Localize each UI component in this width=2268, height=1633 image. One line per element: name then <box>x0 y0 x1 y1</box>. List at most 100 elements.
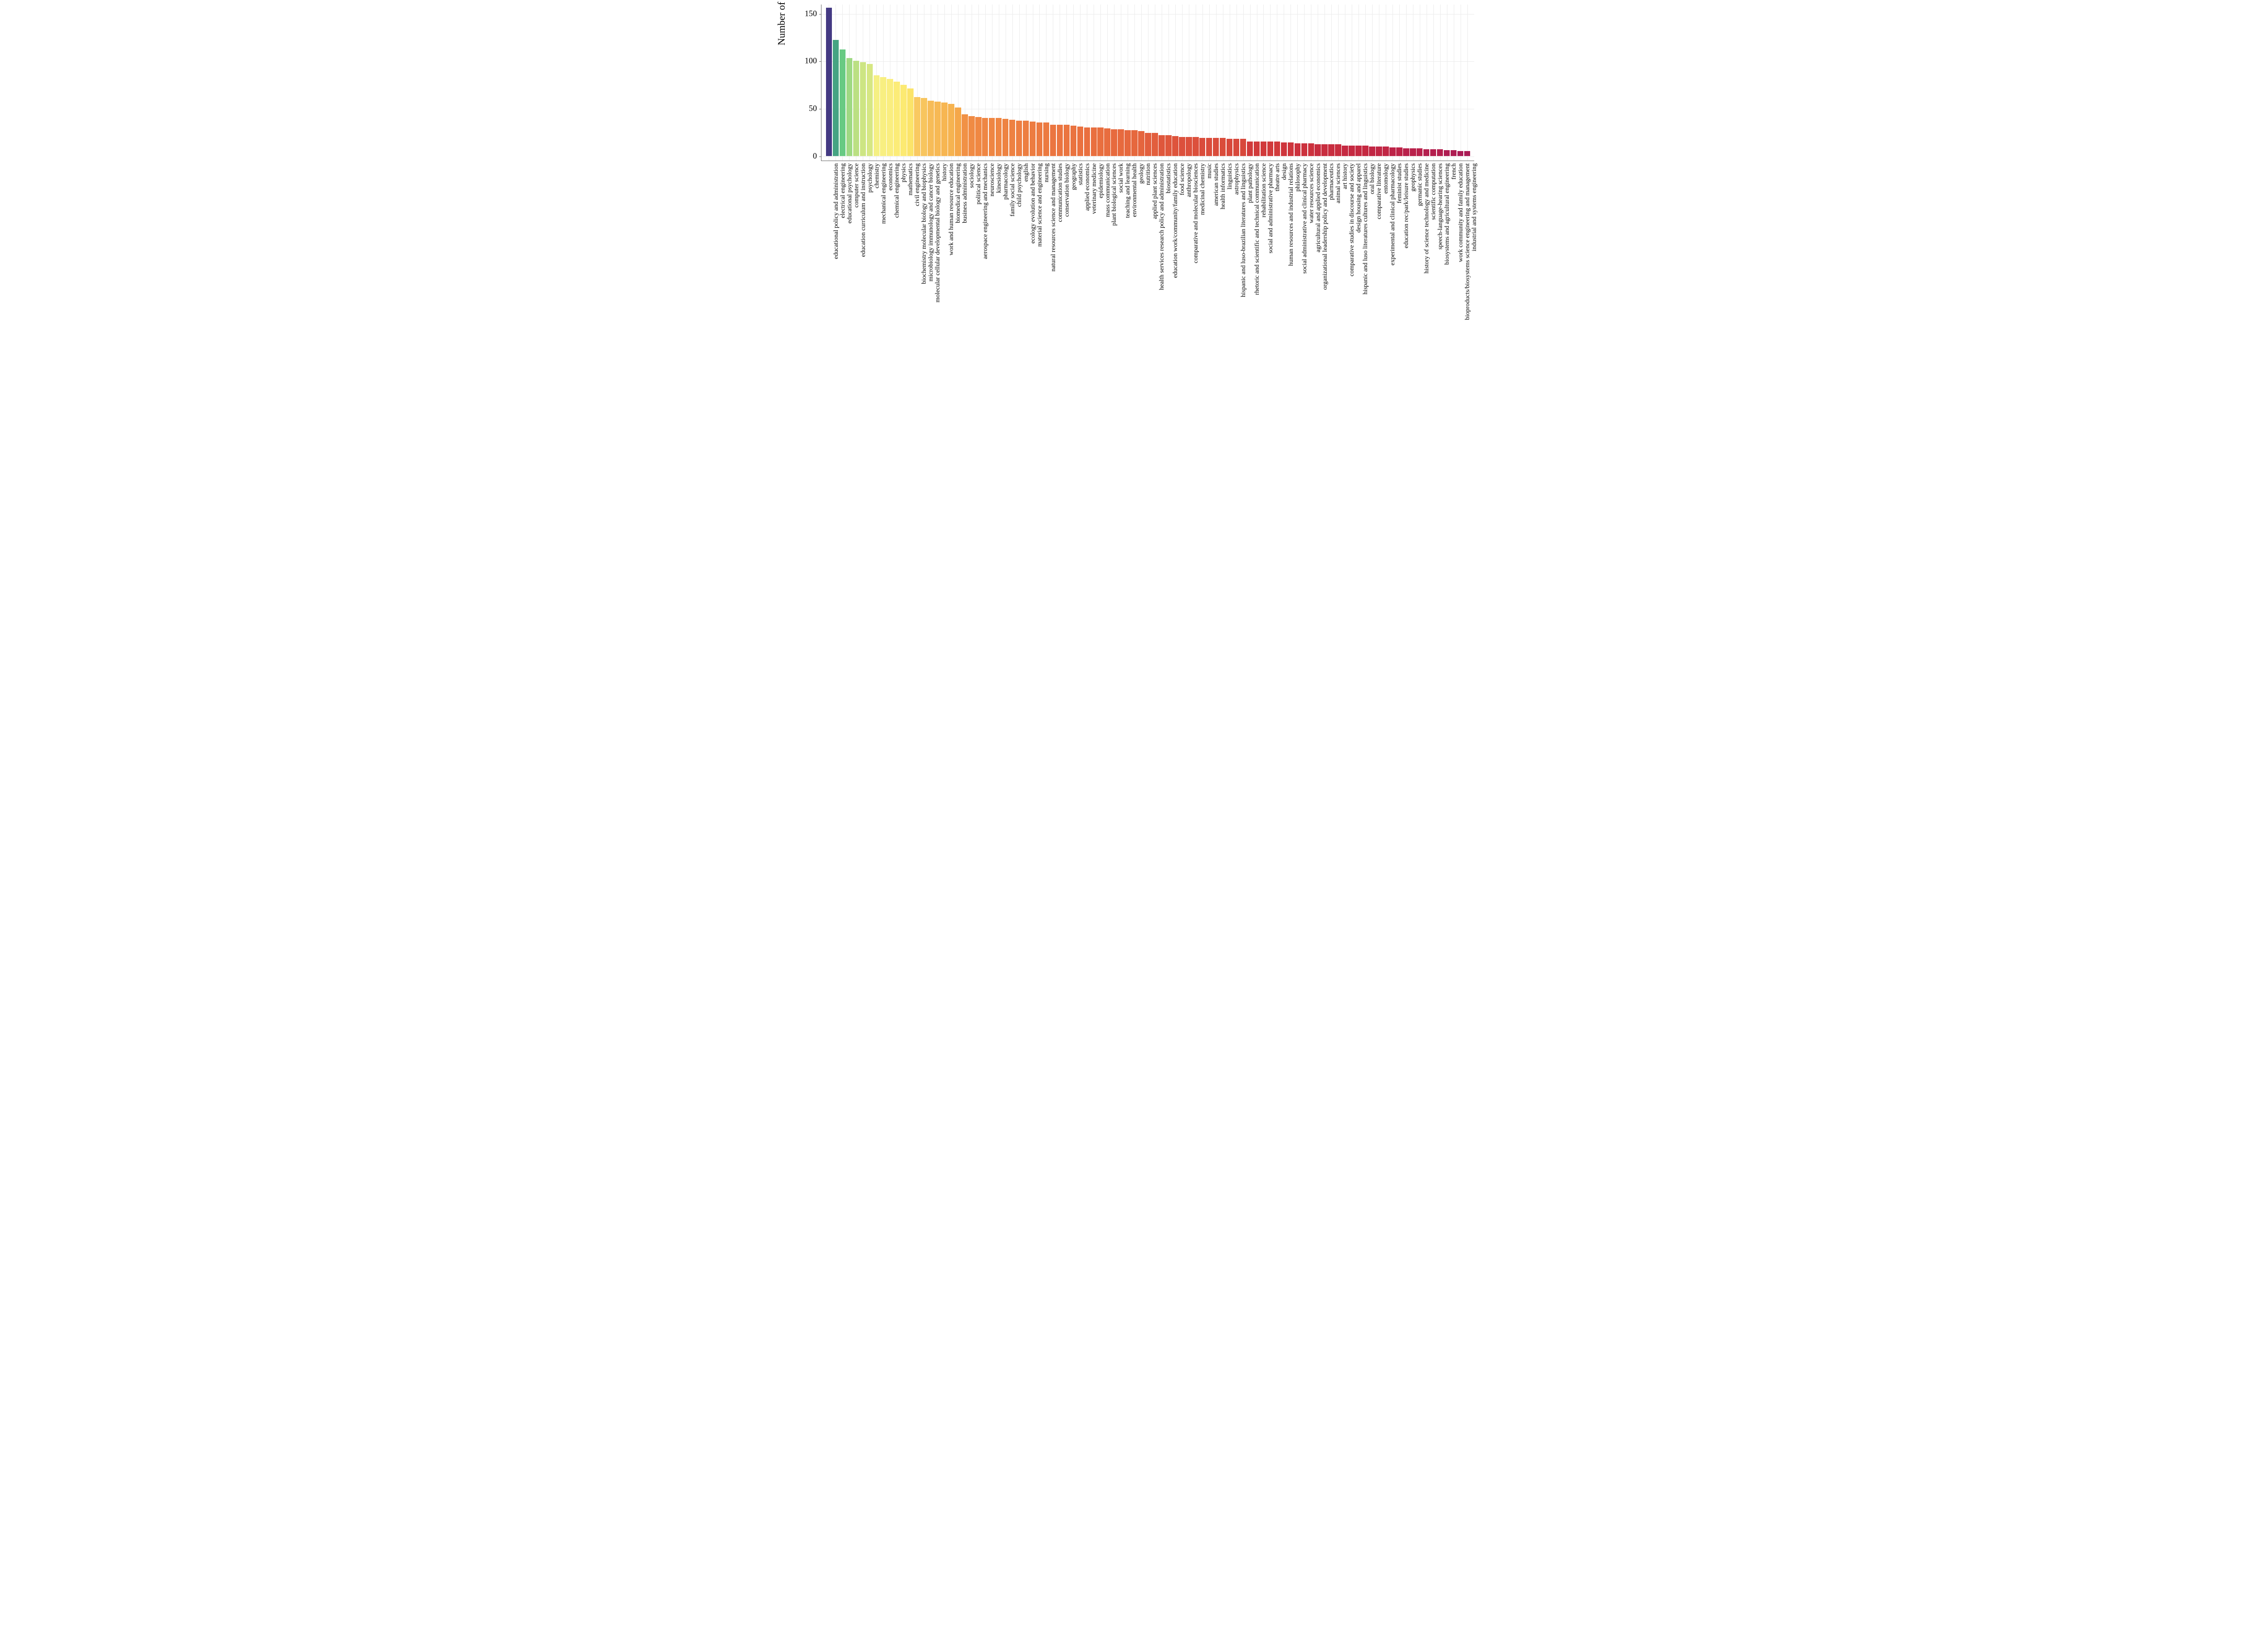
x-axis-category-label: molecular cellular developmental biology… <box>934 161 942 303</box>
bar <box>840 49 846 156</box>
bar <box>1145 133 1151 156</box>
bar <box>1410 148 1416 156</box>
bar <box>1199 138 1205 156</box>
x-axis-category-label: industrial and systems engineering <box>1470 161 1478 251</box>
bar <box>1430 149 1436 156</box>
bar <box>1423 149 1429 156</box>
bar <box>1016 121 1022 156</box>
bar <box>1261 142 1266 156</box>
bar <box>1084 127 1090 156</box>
bar <box>1389 147 1395 156</box>
bar <box>1124 130 1130 156</box>
bar <box>1295 143 1300 156</box>
bar <box>1451 150 1457 156</box>
bar <box>880 77 886 156</box>
bar <box>1315 144 1320 156</box>
bar <box>826 8 832 156</box>
bar <box>1138 131 1144 156</box>
bar <box>1362 146 1368 156</box>
bar <box>1152 133 1158 156</box>
bar <box>1213 138 1219 156</box>
bar <box>1281 142 1287 156</box>
bar <box>1383 147 1388 156</box>
bar <box>1301 143 1307 156</box>
bar <box>996 118 1002 156</box>
bar <box>1288 142 1294 156</box>
chart-container: Number of dissertations in record 050100… <box>785 5 1483 161</box>
bar <box>1437 149 1443 156</box>
bar <box>1328 144 1334 156</box>
ytick-label: 100 <box>805 56 821 66</box>
bar <box>1193 137 1198 156</box>
bar <box>1165 135 1171 156</box>
bar <box>1342 146 1348 156</box>
bars-layer <box>821 5 1474 161</box>
bar <box>948 104 954 156</box>
ytick-label: 50 <box>809 104 821 113</box>
bar <box>934 102 940 156</box>
bar <box>860 62 866 156</box>
bar <box>1355 146 1361 156</box>
bar <box>1457 151 1463 156</box>
bar <box>1050 125 1056 156</box>
bar <box>914 97 920 156</box>
bar <box>907 88 913 156</box>
bar <box>1036 122 1042 156</box>
bar <box>1131 130 1137 156</box>
bar <box>1240 139 1246 156</box>
bar <box>1396 147 1402 156</box>
bar <box>1111 129 1117 156</box>
bar <box>1118 129 1124 156</box>
bar <box>1233 139 1239 156</box>
bar <box>867 64 873 156</box>
bar <box>1206 138 1212 156</box>
bar <box>1057 125 1063 156</box>
bar <box>1030 122 1036 156</box>
bar <box>1097 127 1103 156</box>
ytick-label: 0 <box>813 151 821 161</box>
bar <box>1376 147 1382 156</box>
bar <box>989 118 995 156</box>
bar <box>962 114 968 156</box>
bar <box>1043 122 1049 156</box>
bar <box>1403 148 1409 156</box>
bar <box>1321 144 1327 156</box>
bar <box>846 58 852 156</box>
bar <box>1267 142 1273 156</box>
bar <box>874 75 880 156</box>
bar <box>1186 137 1192 156</box>
bar <box>1254 142 1260 156</box>
bar <box>955 108 961 156</box>
bar <box>1064 125 1070 156</box>
bar <box>900 85 906 156</box>
bar <box>1274 142 1280 156</box>
bar <box>1070 126 1076 156</box>
bar <box>921 98 927 156</box>
ytick-label: 150 <box>805 9 821 18</box>
bar <box>1227 139 1232 156</box>
bar <box>1172 136 1178 156</box>
bar <box>1077 127 1083 156</box>
bar <box>1247 142 1253 156</box>
bar <box>941 103 947 156</box>
bar <box>887 79 893 156</box>
bar <box>1158 135 1164 156</box>
y-axis-label: Number of dissertations in record <box>776 0 787 45</box>
bar <box>1335 144 1341 156</box>
bar <box>982 118 988 156</box>
bar <box>1104 128 1110 156</box>
bar <box>894 82 899 156</box>
bar <box>1009 120 1015 156</box>
bar <box>1002 119 1008 156</box>
bar <box>1308 143 1314 156</box>
bar <box>833 40 839 156</box>
bar <box>1464 151 1470 156</box>
bar <box>1349 146 1354 156</box>
plot-area: 050100150educational policy and administ… <box>821 5 1474 161</box>
bar <box>1417 148 1422 156</box>
bar <box>1023 121 1029 156</box>
bar <box>928 101 934 156</box>
bar <box>975 117 981 156</box>
bar <box>1179 137 1185 156</box>
bar <box>853 61 859 156</box>
